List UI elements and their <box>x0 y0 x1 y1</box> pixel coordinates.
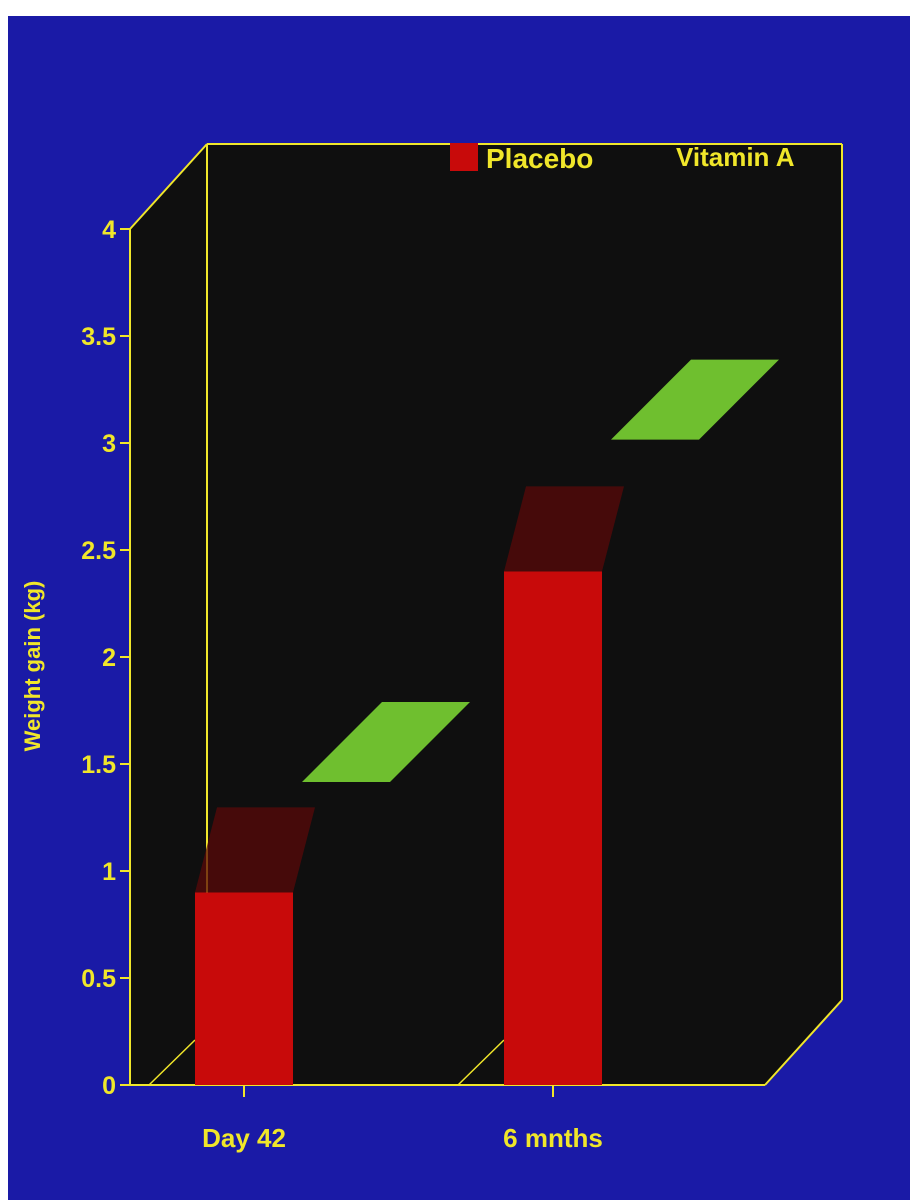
y-tick-label: 3 <box>102 430 116 458</box>
y-tick-label: 2.5 <box>81 537 116 565</box>
legend-label-vitamin-a: Vitamin A <box>676 142 795 172</box>
y-tick-label: 1 <box>102 858 116 886</box>
top-left-edge <box>129 143 208 230</box>
y-tick-label: 4 <box>102 216 116 244</box>
y-tick-label: 0.5 <box>81 965 116 993</box>
bar-vitamin-a-top <box>302 702 470 782</box>
bar-chart: 0 0.5 1 1.5 2 2.5 3 3.5 4 Day 42 6 mnths Weight g… <box>20 142 843 1153</box>
plot-background <box>130 144 842 1085</box>
bar-placebo <box>504 571 602 1085</box>
bar-placebo-top <box>504 486 624 572</box>
x-tick-label: 6 mnths <box>503 1123 603 1153</box>
x-axis-labels: Day 42 6 mnths <box>202 1085 603 1153</box>
y-tick-label: 2 <box>102 644 116 672</box>
bar-placebo-top <box>195 807 315 893</box>
bar-vitamin-a-top <box>611 359 779 440</box>
y-tick-label: 0 <box>102 1072 116 1100</box>
chart-frame: 0 0.5 1 1.5 2 2.5 3 3.5 4 Day 42 6 mnths Weight g… <box>8 16 910 1200</box>
bars <box>148 359 779 1086</box>
y-axis-label: Weight gain (kg) <box>20 581 45 752</box>
floor-guide <box>457 1039 505 1086</box>
floor-guide <box>148 1039 196 1086</box>
y-tick-label: 3.5 <box>81 323 116 351</box>
bar-placebo <box>195 892 293 1085</box>
floor-right-edge <box>764 999 843 1086</box>
y-axis-ticks: 0 0.5 1 1.5 2 2.5 3 3.5 4 <box>81 216 130 1100</box>
y-tick-label: 1.5 <box>81 751 116 779</box>
legend-swatch-placebo <box>450 143 478 171</box>
legend-label-placebo: Placebo <box>486 143 593 174</box>
legend: Placebo Vitamin A <box>450 142 795 174</box>
x-tick-label: Day 42 <box>202 1123 286 1153</box>
